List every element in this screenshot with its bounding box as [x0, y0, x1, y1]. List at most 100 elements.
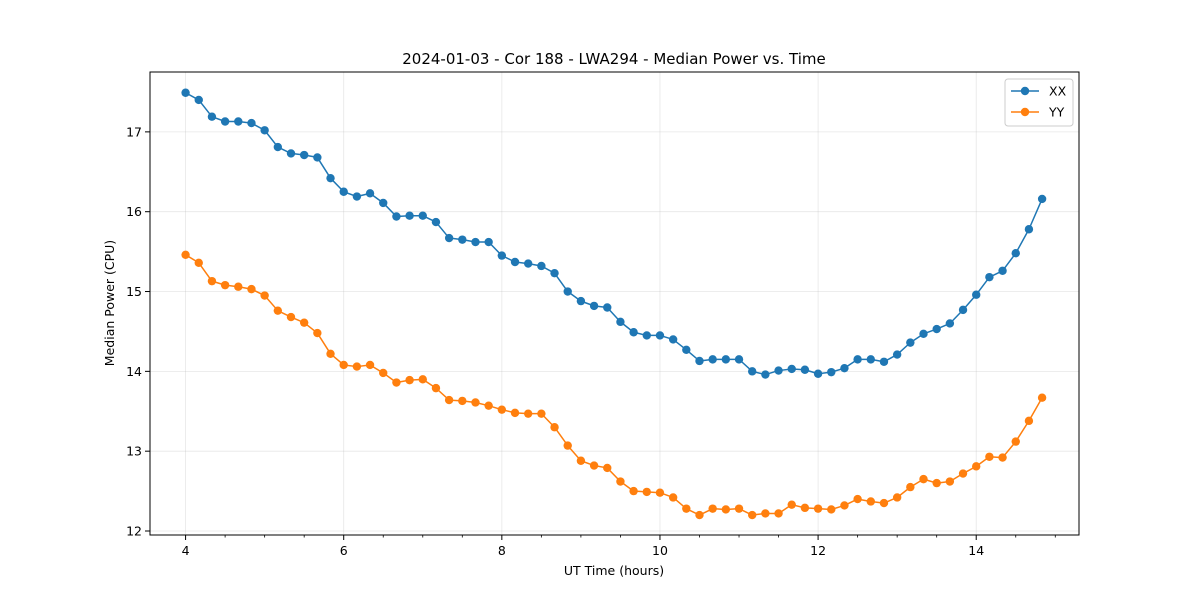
series-yy-point: [181, 250, 190, 260]
series-xx-point: [866, 355, 876, 364]
series-yy-point: [418, 375, 427, 384]
series-yy-point: [958, 469, 968, 478]
series-xx-point: [418, 211, 427, 220]
series-yy-point: [642, 487, 651, 497]
y-tick-label: 12: [126, 524, 142, 539]
series-xx-point: [629, 328, 638, 337]
series-yy-point: [655, 488, 665, 497]
series-yy-point: [629, 486, 638, 496]
series-yy-point: [537, 409, 546, 418]
x-tick-label: 12: [810, 543, 826, 558]
series-xx-point: [286, 149, 296, 158]
series-yy-point: [458, 396, 467, 406]
series-yy-point: [273, 306, 283, 315]
series-yy-point: [853, 494, 862, 504]
series-yy-point: [194, 258, 203, 267]
series-yy-point: [339, 360, 348, 370]
series-xx-point: [471, 237, 480, 247]
series-xx: [181, 88, 1047, 379]
series-xx-point: [906, 338, 915, 347]
series-xx-point: [748, 367, 757, 376]
series-yy-point: [484, 401, 493, 410]
series-xx-point: [431, 217, 441, 227]
series-yy-point: [286, 312, 296, 322]
series-yy-point: [866, 497, 876, 506]
series-yy-point: [589, 461, 599, 470]
series-yy-point: [906, 482, 915, 492]
series-xx-point: [603, 303, 612, 312]
series-xx-point: [853, 355, 862, 364]
series-yy-point: [998, 453, 1007, 462]
series-yy-point: [1011, 437, 1020, 446]
series-xx-point: [721, 355, 731, 364]
y-tick-label: 15: [126, 284, 142, 299]
series-xx-point: [695, 356, 704, 366]
series-xx-point: [932, 324, 941, 334]
series-xx-point: [945, 319, 955, 328]
series-yy-point: [1024, 416, 1034, 426]
series-yy-point: [892, 493, 902, 502]
series-xx-point: [919, 329, 928, 339]
series-xx-point: [682, 345, 691, 354]
series-yy-point: [550, 423, 559, 432]
series-yy-point: [734, 504, 744, 513]
series-xx-point: [313, 153, 322, 162]
series-yy-point: [668, 493, 678, 502]
series-xx-point: [589, 301, 599, 311]
series-yy-point: [721, 505, 731, 514]
grid: [150, 72, 1079, 535]
chart-title: 2024-01-03 - Cor 188 - LWA294 - Median P…: [402, 50, 826, 68]
series-yy-point: [523, 409, 533, 418]
x-tick-label: 14: [968, 543, 984, 558]
series-xx-point: [497, 251, 507, 260]
series-xx-point: [985, 272, 994, 282]
series-yy-point: [326, 349, 335, 358]
series-yy-point: [813, 504, 823, 513]
series-yy-point: [616, 477, 625, 486]
series-xx-point: [444, 233, 454, 243]
series-yy-point: [603, 463, 612, 473]
series-xx-point: [563, 287, 572, 296]
series-xx-point: [326, 173, 335, 183]
series-xx-point: [247, 118, 256, 128]
series-xx-point: [181, 88, 190, 97]
series-xx-point: [1024, 225, 1034, 234]
legend-xx-label: XX: [1049, 84, 1067, 99]
series-yy-point: [313, 328, 322, 338]
series-yy-point: [748, 510, 757, 520]
series-yy-point: [932, 478, 941, 488]
series-yy-point: [392, 378, 401, 387]
series-xx-point: [273, 142, 283, 152]
legend-xx-swatch-marker: [1020, 86, 1030, 96]
series-yy-point: [800, 503, 810, 513]
series-xx-point: [998, 266, 1007, 275]
series-yy-point: [787, 500, 796, 509]
x-axis: 4 6 8 10 12 14: [182, 535, 1056, 558]
x-tick-label: 10: [652, 543, 668, 558]
series-xx-point: [392, 212, 401, 221]
series-xx-point: [458, 235, 467, 244]
series-xx-point: [708, 355, 717, 364]
legend: XX YY: [1004, 78, 1074, 127]
series-xx-point: [655, 331, 665, 340]
series-yy-point: [708, 504, 717, 513]
series-xx-point: [734, 355, 744, 364]
y-tick-label: 13: [126, 444, 142, 459]
series-yy-point: [405, 375, 414, 385]
series-yy-point: [497, 405, 507, 414]
series-yy-point: [247, 284, 256, 294]
series-xx-point: [616, 317, 625, 327]
y-tick-label: 17: [126, 124, 142, 139]
series-yy-point: [220, 280, 230, 290]
series-yy-point: [471, 398, 480, 407]
series-yy-point: [510, 408, 520, 418]
series-xx-point: [892, 350, 902, 359]
series-yy-point: [695, 510, 704, 520]
series-xx-point: [800, 365, 810, 374]
series-yy: [181, 250, 1047, 520]
series-yy-point: [879, 498, 889, 508]
series-yy-point: [234, 282, 243, 291]
legend-yy-label: YY: [1048, 105, 1065, 120]
series-xx-point: [234, 117, 243, 126]
y-tick-label: 16: [126, 204, 142, 219]
